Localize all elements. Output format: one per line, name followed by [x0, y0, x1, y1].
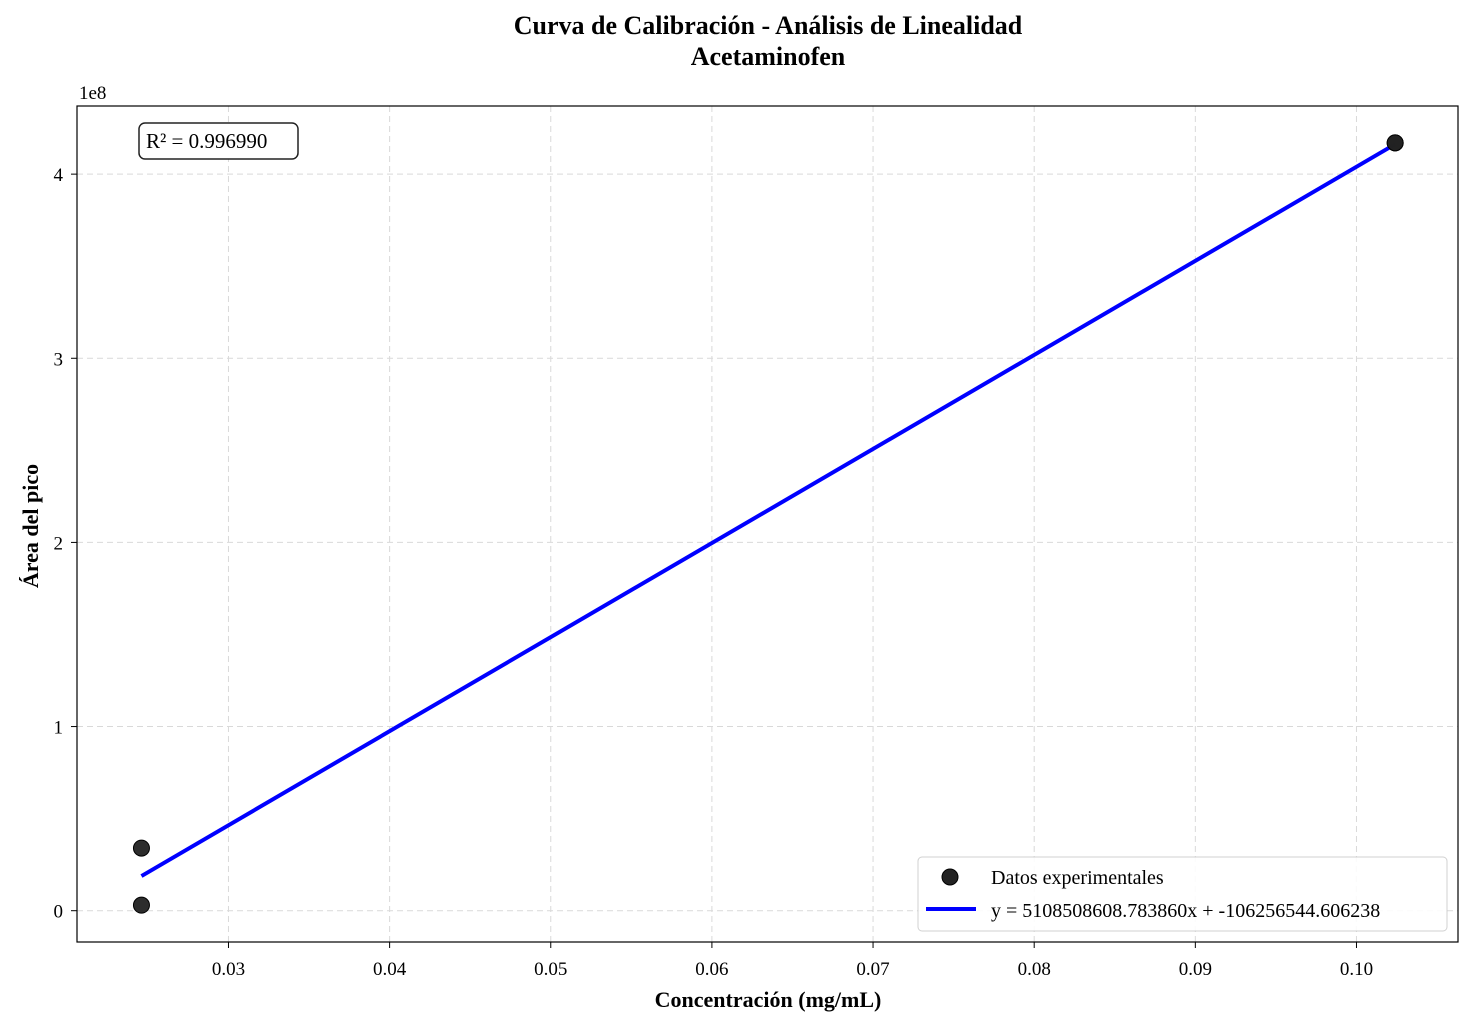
chart-title-text: Curva de Calibración - Análisis de Linea…	[514, 11, 1023, 40]
x-axis-ticks: 0.03 0.04 0.05 0.06 0.07 0.08 0.09 0.10	[212, 942, 1373, 980]
data-point	[132, 839, 150, 857]
x-tick-label: 0.03	[212, 959, 245, 980]
x-axis-label: Concentración (mg/mL)	[655, 987, 882, 1012]
regression-line-layer	[140, 142, 1397, 878]
y-tick-label: 3	[54, 349, 64, 370]
data-point	[1386, 134, 1404, 152]
y-axis-ticks: 0 1 2 3 4	[54, 165, 77, 923]
chart-title: Curva de Calibración - Análisis de Linea…	[514, 11, 1023, 71]
grid	[77, 106, 1458, 942]
legend-box	[917, 856, 1448, 932]
legend-label-line: y = 5108508608.783860x + -106256544.6062…	[991, 900, 1380, 922]
r-squared-annotation: R² = 0.996990	[138, 122, 299, 160]
x-tick-label: 0.04	[373, 959, 407, 980]
data-point	[132, 896, 150, 914]
x-tick-label: 0.05	[534, 959, 567, 980]
x-tick-label: 0.09	[1179, 959, 1212, 980]
r-squared-text: R² = 0.996990	[146, 129, 267, 153]
y-tick-label: 2	[54, 533, 64, 554]
r-squared-box	[138, 122, 299, 160]
legend-marker-scatter	[941, 868, 959, 886]
y-tick-label: 0	[54, 902, 64, 923]
x-tick-label: 0.08	[1018, 959, 1051, 980]
x-tick-label: 0.06	[695, 959, 728, 980]
regression-line	[140, 142, 1397, 878]
x-tick-label: 0.07	[856, 959, 889, 980]
legend: Datos experimentales y = 5108508608.7838…	[917, 856, 1448, 932]
y-axis-label: Área del pico	[18, 464, 43, 588]
x-tick-label: 0.10	[1340, 959, 1373, 980]
data-points-layer	[132, 134, 1404, 914]
y-tick-label: 1	[54, 718, 64, 739]
y-tick-label: 4	[54, 165, 64, 186]
plot-area-frame	[76, 105, 1459, 943]
legend-label-scatter: Datos experimentales	[991, 867, 1164, 889]
chart-subtitle-text: Acetaminofen	[691, 42, 846, 71]
y-offset-label: 1e8	[79, 83, 106, 104]
